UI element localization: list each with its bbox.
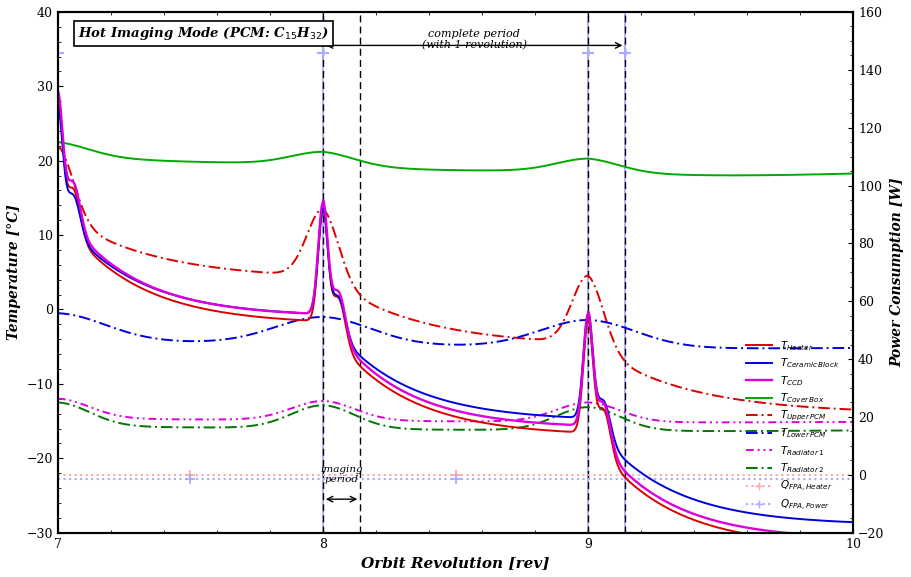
Text: imaging
period: imaging period: [321, 465, 363, 484]
X-axis label: Orbit Revolution [rev]: Orbit Revolution [rev]: [362, 556, 550, 570]
Y-axis label: Power Consumption [W]: Power Consumption [W]: [890, 178, 904, 367]
Y-axis label: Temperature [°C]: Temperature [°C]: [7, 204, 21, 340]
Legend: $T_{\mathit{Heater}}$, $T_{\mathit{Ceramic\,Block}}$, $T_{\mathit{CCD}}$, $T_{\m: $T_{\mathit{Heater}}$, $T_{\mathit{Ceram…: [742, 335, 844, 517]
Text: Hot Imaging Mode (PCM: C$_{15}$H$_{32}$): Hot Imaging Mode (PCM: C$_{15}$H$_{32}$): [77, 25, 329, 42]
Text: complete period
(with 1 revolution): complete period (with 1 revolution): [422, 29, 527, 51]
